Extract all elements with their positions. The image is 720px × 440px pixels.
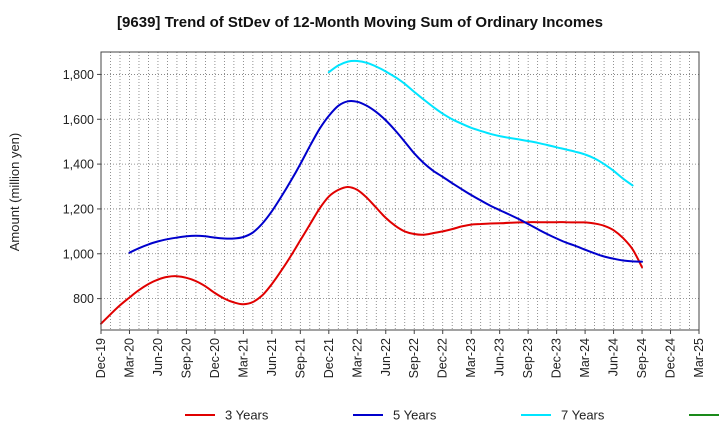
legend-label-7-years: 7 Years xyxy=(561,408,605,423)
x-ticks: Dec-19 Mar-20 Jun-20 Sep-20 Dec-20 Mar-21 Jun-… xyxy=(94,330,706,378)
x-tick-label: Mar-20 xyxy=(122,338,136,378)
plot-frame xyxy=(100,51,700,331)
x-tick-label: Mar-25 xyxy=(692,338,706,378)
x-tick-label: Jun-23 xyxy=(493,338,507,376)
x-tick-label: Sep-20 xyxy=(179,338,193,378)
x-tick-label: Dec-23 xyxy=(550,338,564,378)
x-tick-label: Sep-23 xyxy=(521,338,535,378)
x-tick-label: Sep-21 xyxy=(293,338,307,378)
x-tick-label: Dec-20 xyxy=(208,338,222,378)
x-tick-label: Mar-23 xyxy=(464,338,478,378)
x-tick-label: Mar-22 xyxy=(350,338,364,378)
series-line-7-years xyxy=(327,59,634,187)
y-tick-label: 1,400 xyxy=(63,158,94,172)
x-tick-label: Mar-21 xyxy=(236,338,250,378)
x-tick-label: Dec-19 xyxy=(94,338,108,378)
x-tick-label: Mar-24 xyxy=(578,338,592,378)
y-tick-label: 1,600 xyxy=(63,113,94,127)
x-tick-label: Sep-24 xyxy=(635,338,649,378)
plot-area xyxy=(101,52,699,330)
y-tick-label: 800 xyxy=(73,292,94,306)
grid xyxy=(101,52,699,330)
legend-label-3-years: 3 Years xyxy=(225,408,269,423)
x-tick-label: Jun-20 xyxy=(151,338,165,376)
x-tick-label: Jun-21 xyxy=(265,338,279,376)
x-tick-label: Dec-22 xyxy=(436,338,450,378)
y-ticks: 800 1,000 1,200 1,400 1,600 1,800 xyxy=(63,68,101,306)
x-tick-label: Sep-22 xyxy=(407,338,421,378)
y-tick-label: 1,000 xyxy=(63,247,94,261)
series-line-3-years xyxy=(100,186,643,325)
series-lines xyxy=(100,59,643,325)
y-axis-label: Amount (million yen) xyxy=(7,133,22,252)
x-tick-label: Jun-22 xyxy=(379,338,393,376)
x-tick-label: Dec-24 xyxy=(664,338,678,378)
chart-title: [9639] Trend of StDev of 12-Month Moving… xyxy=(117,14,603,31)
y-tick-label: 1,800 xyxy=(63,68,94,82)
legend-label-5-years: 5 Years xyxy=(393,408,437,423)
x-tick-label: Jun-24 xyxy=(607,338,621,376)
x-tick-label: Dec-21 xyxy=(322,338,336,378)
y-tick-label: 1,200 xyxy=(63,202,94,216)
series-line-5-years xyxy=(128,99,643,263)
